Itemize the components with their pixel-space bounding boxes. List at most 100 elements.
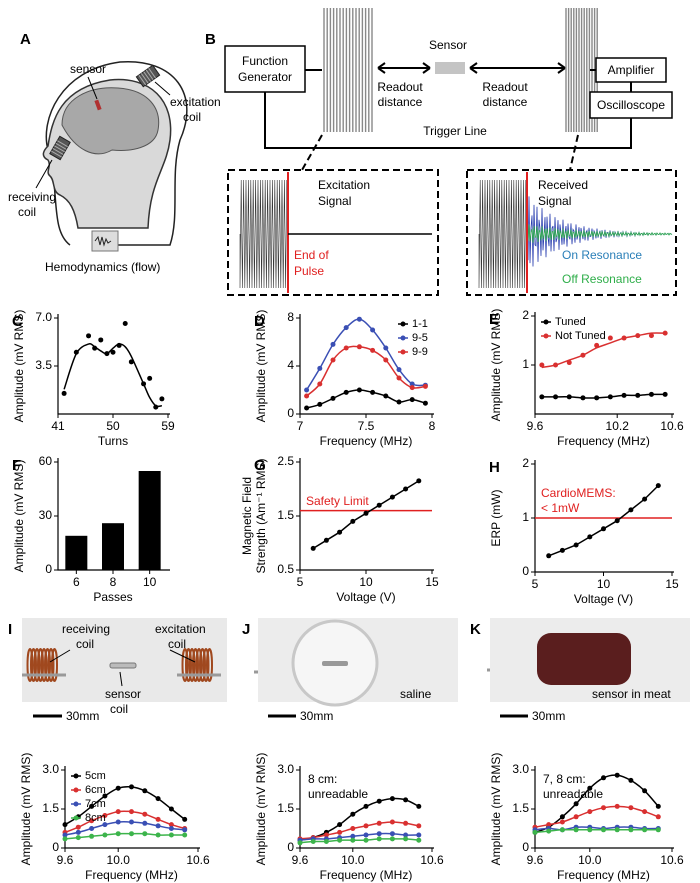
x-tick-label: 10.2 [606,419,630,433]
data-point [323,537,329,543]
y-tick-label: 2 [522,456,529,470]
data-point [559,814,565,820]
data-point [356,344,362,350]
panel-letter: C [12,313,23,330]
label: Function [242,54,288,68]
excitation-coil [135,64,161,88]
pointer [35,159,53,189]
x-tick-label: 7 [297,419,304,433]
data-point [104,351,110,357]
chart: 0 1.5 3.0 9.6 10.0 10.6 Frequency (MHz) Amplitu… [19,753,210,883]
x-tick-label: 9.6 [292,853,309,867]
data-point [153,404,159,410]
data-point [317,365,323,371]
coil-turn [199,648,206,682]
scale-label: 30mm [300,709,333,723]
y-axis-label: ERP (mW) [489,489,503,546]
data-point [89,818,95,824]
data-point [409,385,415,391]
data-point [89,826,95,831]
data-point [553,394,559,400]
y-axis-label: Amplitude (mV RMS) [19,753,33,866]
label: Oscilloscope [597,98,665,112]
data-point [102,793,108,799]
data-point [370,327,376,333]
chart: H 0 1 2 5 10 15 Voltage (V) ERP (mW) CardioMEMS:<… [489,456,679,606]
data-point [566,394,572,400]
data-point [655,827,661,833]
annotation: 7, 8 cm: [543,772,586,786]
x-tick-label: 10 [597,577,611,591]
dashed-box [466,169,677,296]
label: coil [76,637,94,651]
data-point [403,486,409,492]
data-point [142,788,148,794]
data-point [416,803,422,809]
series-line [534,826,659,831]
data-point [115,831,121,837]
x-tick-label: 10.0 [107,853,131,867]
data-point [403,836,409,842]
data-point [383,345,389,351]
data-point [350,833,356,839]
x-tick-label: 9.6 [527,853,544,867]
axis [57,314,170,415]
y-tick-label: 1.5 [42,801,59,815]
coil-turn [33,648,41,682]
y-tick-label: 3.0 [42,762,59,776]
y-tick-label: 0.5 [277,562,294,576]
legend-label: 5cm [85,770,106,782]
data-point [546,828,552,834]
legend-marker [73,787,79,793]
data-point [389,819,395,825]
x-tick-label: 10.6 [660,419,684,433]
data-point [102,832,108,838]
data-point [376,502,382,508]
x-tick-label: 8 [429,419,436,433]
label: Readout [377,80,423,94]
data-point [155,823,161,829]
data-point [363,832,369,838]
y-axis-label: Magnetic Field [240,477,254,555]
data-point [317,381,323,387]
data-point [383,357,389,363]
y-tick-label: 0 [45,562,52,576]
data-point [601,526,606,532]
data-point [129,831,134,837]
label: Received [538,178,588,192]
data-point [86,333,92,339]
data-point [370,347,376,353]
data-point [98,337,104,343]
series-line [306,345,426,397]
series-line [541,393,666,399]
coil-turn [40,648,48,682]
legend-marker [73,815,79,821]
data-point [330,341,336,347]
label: Trigger Line [423,124,487,138]
brain [61,87,160,155]
threshold-label: < 1mW [541,501,580,515]
data-point [416,837,422,843]
data-point [662,391,668,397]
label: Signal [318,194,351,208]
data-point [403,797,409,803]
off-resonance-wave [526,224,673,243]
arrows [377,62,566,74]
data-point [409,397,415,403]
legend-label: Not Tuned [555,330,606,342]
data-point [363,803,369,809]
data-point [642,496,648,502]
data-point [601,827,606,833]
series-line [64,785,186,826]
y-tick-label: 0 [522,564,529,578]
data-point [129,809,134,815]
series-line [534,774,659,834]
flow-signal [94,235,112,247]
y-tick-label: 1.5 [277,508,294,522]
photo-k: K sensor in meat 30mm [470,618,690,723]
excitation-wave [239,179,288,289]
coil-turn [195,648,203,682]
box [224,45,306,93]
data-point [580,395,586,401]
data-point [363,837,369,843]
